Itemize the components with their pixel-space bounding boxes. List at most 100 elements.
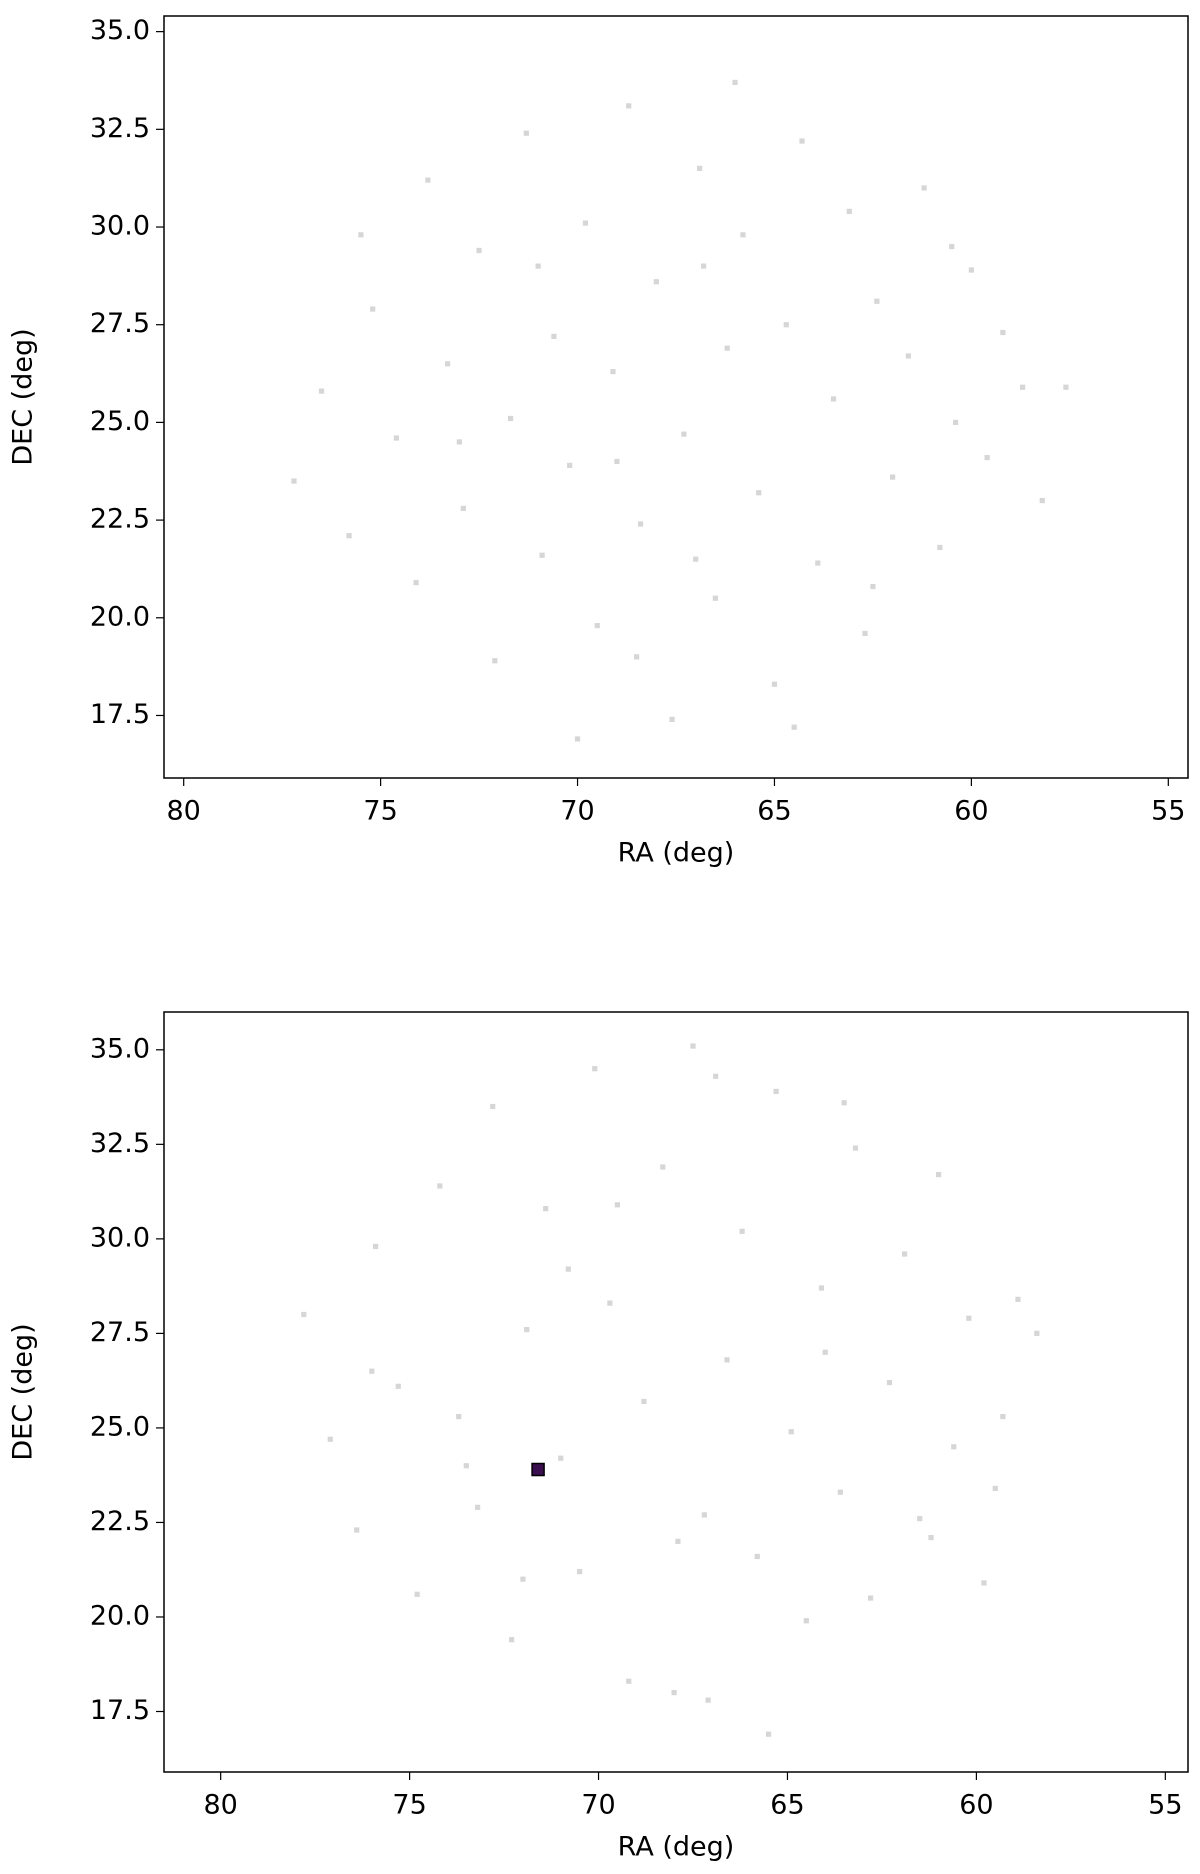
point <box>614 458 620 465</box>
x-tick-label: 75 <box>392 1790 426 1821</box>
point <box>318 388 325 394</box>
y-tick-label: 35.0 <box>90 1033 150 1064</box>
point <box>681 431 687 437</box>
x-tick-label: 55 <box>1148 1790 1182 1821</box>
point <box>671 1689 677 1696</box>
x-tick-label: 75 <box>363 796 397 827</box>
point <box>867 1595 874 1601</box>
point <box>837 1489 843 1495</box>
x-tick-label: 60 <box>954 796 988 827</box>
point <box>414 1591 420 1597</box>
point <box>607 1300 613 1306</box>
y-tick-label: 17.5 <box>90 1695 150 1726</box>
point <box>373 1243 379 1250</box>
point <box>803 1618 809 1624</box>
x-tick-label: 60 <box>959 1790 993 1821</box>
point <box>1019 384 1026 390</box>
point <box>425 177 431 183</box>
point <box>669 716 675 722</box>
point <box>592 1066 598 1072</box>
point <box>949 243 955 250</box>
point <box>637 521 644 527</box>
point <box>567 462 573 468</box>
point <box>754 1553 760 1560</box>
point <box>890 474 896 480</box>
point <box>724 345 730 351</box>
axes-frame <box>163 1011 1189 1773</box>
y-tick-label: 30.0 <box>90 211 150 242</box>
y-tick-label: 17.5 <box>90 699 150 730</box>
point <box>1015 1296 1021 1302</box>
point <box>951 1444 957 1450</box>
point <box>369 1368 375 1374</box>
point <box>535 263 541 269</box>
point <box>815 560 821 566</box>
point <box>791 724 797 730</box>
y-tick-label: 25.0 <box>90 406 150 437</box>
point <box>724 1357 730 1363</box>
point <box>358 232 364 238</box>
point <box>460 505 466 511</box>
point <box>870 583 876 590</box>
y-tick-label: 32.5 <box>90 113 150 144</box>
point <box>476 247 482 254</box>
x-tick-label: 70 <box>560 796 594 827</box>
point <box>992 1485 998 1492</box>
point <box>756 490 762 496</box>
point <box>773 1088 779 1095</box>
y-axis-label: DEC (deg) <box>8 1323 39 1460</box>
point <box>921 185 927 191</box>
point <box>594 623 600 629</box>
point <box>492 658 498 664</box>
point <box>507 415 514 422</box>
point <box>614 1202 621 1208</box>
point <box>475 1504 481 1510</box>
point <box>966 1315 972 1321</box>
point <box>712 595 718 601</box>
point <box>524 1327 530 1333</box>
point <box>626 1678 632 1684</box>
point <box>543 1206 549 1212</box>
point <box>739 1228 745 1234</box>
y-tick-label: 27.5 <box>90 308 150 339</box>
point <box>610 369 616 375</box>
point <box>634 654 640 660</box>
point <box>653 279 659 285</box>
point <box>937 544 943 551</box>
y-tick-label: 25.0 <box>90 1411 150 1442</box>
point <box>953 419 959 425</box>
point <box>675 1538 681 1544</box>
point <box>886 1379 893 1386</box>
point <box>641 1398 647 1405</box>
point <box>690 1043 696 1049</box>
y-tick-label: 22.5 <box>90 1506 150 1537</box>
point <box>660 1164 666 1170</box>
point <box>551 333 557 340</box>
point <box>984 454 990 461</box>
y-tick-label: 35.0 <box>90 15 150 46</box>
point <box>565 1266 571 1272</box>
point <box>456 1413 462 1420</box>
point <box>841 1100 847 1106</box>
point <box>413 580 419 586</box>
y-tick-label: 22.5 <box>90 504 150 535</box>
point <box>818 1285 825 1291</box>
x-axis-label: RA (deg) <box>618 838 735 869</box>
point <box>626 103 632 109</box>
point <box>968 267 974 273</box>
point <box>846 208 852 214</box>
point <box>917 1516 923 1522</box>
highlight-point <box>531 1462 545 1477</box>
point <box>577 1569 583 1575</box>
point <box>1034 1330 1040 1336</box>
point <box>902 1251 908 1257</box>
point <box>928 1534 934 1541</box>
point <box>574 736 581 742</box>
point <box>346 533 352 539</box>
point <box>771 681 778 687</box>
point <box>700 263 707 269</box>
point <box>1000 1413 1006 1420</box>
point <box>558 1455 564 1461</box>
point <box>701 1512 707 1518</box>
